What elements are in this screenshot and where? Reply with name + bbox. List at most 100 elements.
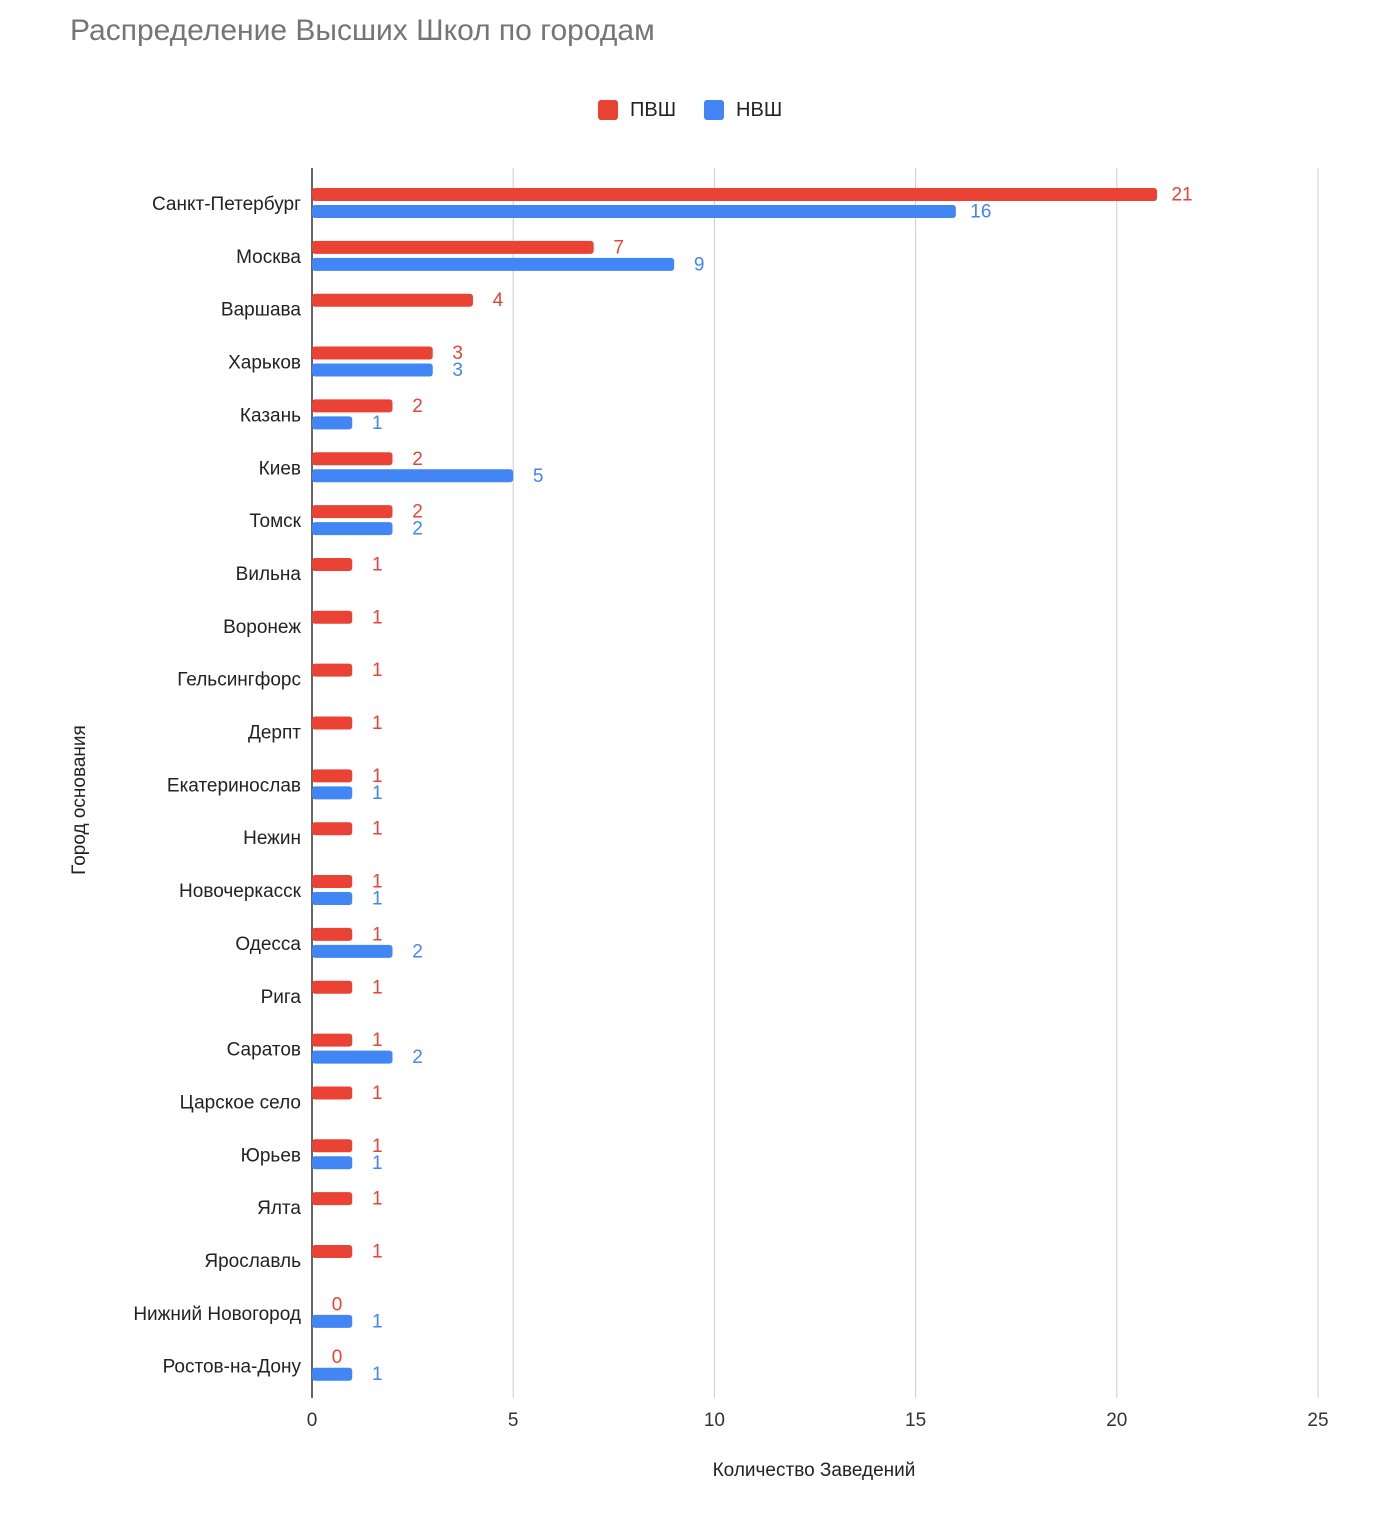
- y-tick-label: Новочеркасск: [179, 881, 302, 902]
- bar-pvsh: [312, 1192, 353, 1206]
- bar-pvsh: [312, 505, 393, 519]
- bar-nvsh: [312, 522, 393, 536]
- data-label-pvsh: 4: [493, 290, 504, 311]
- data-label-nvsh: 9: [694, 254, 705, 275]
- legend-swatch-pvsh: [598, 100, 618, 120]
- y-tick-label: Харьков: [228, 353, 301, 374]
- y-tick-label: Нежин: [243, 828, 301, 849]
- data-label-pvsh: 1: [372, 1083, 383, 1104]
- bar-pvsh: [312, 980, 353, 994]
- x-tick-label: 20: [1106, 1410, 1127, 1431]
- y-tick-label: Царское село: [180, 1092, 301, 1113]
- data-label-pvsh: 1: [372, 554, 383, 575]
- data-label-nvsh: 2: [412, 519, 423, 540]
- bar-pvsh: [312, 769, 353, 783]
- x-tick-label: 5: [508, 1410, 519, 1431]
- bar-pvsh: [312, 346, 433, 360]
- data-label-nvsh: 1: [372, 1153, 383, 1174]
- bar-pvsh: [312, 557, 353, 571]
- data-label-pvsh: 1: [372, 713, 383, 734]
- legend-item-nvsh[interactable]: НВШ: [704, 99, 782, 122]
- legend-label-nvsh: НВШ: [736, 98, 783, 121]
- y-tick-label: Вильна: [236, 564, 302, 585]
- bar-nvsh: [312, 892, 353, 906]
- y-tick-label: Ялта: [257, 1198, 301, 1219]
- data-label-pvsh: 2: [412, 502, 423, 523]
- bar-nvsh: [312, 205, 956, 218]
- data-label-pvsh: 0: [332, 1294, 343, 1315]
- bar-nvsh: [312, 1314, 353, 1328]
- y-tick-label: Саратов: [227, 1040, 301, 1061]
- y-tick-label: Санкт-Петербург: [152, 194, 301, 215]
- bar-pvsh: [312, 1245, 353, 1258]
- bar-pvsh: [312, 875, 353, 889]
- y-tick-label: Москва: [236, 247, 301, 268]
- y-axis-label: Город основания: [69, 725, 90, 875]
- y-tick-label: Нижний Новогород: [133, 1304, 301, 1325]
- bar-pvsh: [312, 927, 353, 941]
- data-label-pvsh: 2: [412, 396, 423, 417]
- data-label-nvsh: 1: [372, 413, 383, 434]
- y-tick-label: Ярославль: [204, 1251, 301, 1272]
- bar-pvsh: [312, 1139, 353, 1153]
- legend-label-pvsh: ПВШ: [630, 98, 677, 121]
- chart-title: Распределение Высших Школ по городам: [70, 14, 655, 47]
- data-label-nvsh: 2: [412, 1047, 423, 1068]
- y-tick-label: Воронеж: [223, 617, 301, 638]
- data-label-pvsh: 1: [372, 766, 383, 787]
- y-tick-label: Рига: [261, 987, 302, 1008]
- y-tick-label: Гельсингфорс: [177, 670, 301, 691]
- bar-nvsh: [312, 469, 514, 483]
- bar-pvsh: [312, 399, 393, 413]
- bar-nvsh: [312, 257, 675, 271]
- legend-swatch-nvsh: [704, 100, 725, 120]
- y-tick-label: Киев: [259, 458, 301, 479]
- y-tick-label: Юрьев: [241, 1145, 301, 1166]
- y-tick-label: Одесса: [235, 934, 301, 955]
- data-label-nvsh: 1: [372, 783, 383, 804]
- data-label-nvsh: 1: [372, 1364, 383, 1385]
- data-label-nvsh: 16: [970, 202, 991, 223]
- x-tick-label: 25: [1307, 1410, 1328, 1431]
- data-label-nvsh: 3: [452, 360, 463, 381]
- data-label-pvsh: 3: [452, 343, 463, 364]
- y-tick-label: Дерпт: [248, 723, 301, 744]
- data-label-nvsh: 1: [372, 1311, 383, 1332]
- data-label-pvsh: 1: [372, 1030, 383, 1051]
- data-label-pvsh: 1: [372, 1136, 383, 1157]
- bar-pvsh: [312, 610, 353, 624]
- y-tick-label: Томск: [249, 511, 301, 532]
- data-label-nvsh: 1: [372, 889, 383, 910]
- bar-nvsh: [312, 363, 433, 377]
- data-label-pvsh: 1: [372, 872, 383, 893]
- data-label-pvsh: 1: [372, 660, 383, 681]
- data-label-pvsh: 1: [372, 1242, 383, 1263]
- bar-pvsh: [312, 188, 1158, 201]
- bar-pvsh: [312, 822, 353, 836]
- bar-pvsh: [312, 240, 594, 254]
- bar-nvsh: [312, 1367, 353, 1381]
- legend-item-pvsh[interactable]: ПВШ: [598, 99, 676, 122]
- data-label-pvsh: 0: [332, 1347, 343, 1368]
- bar-pvsh: [312, 293, 473, 307]
- data-label-pvsh: 1: [372, 1189, 383, 1210]
- bar-nvsh: [312, 416, 353, 430]
- x-tick-label: 0: [307, 1410, 318, 1431]
- bar-nvsh: [312, 786, 353, 800]
- bar-pvsh: [312, 452, 393, 466]
- bar-nvsh: [312, 1050, 393, 1064]
- data-label-pvsh: 1: [372, 607, 383, 628]
- data-label-pvsh: 7: [613, 237, 624, 258]
- data-label-pvsh: 21: [1171, 185, 1192, 206]
- data-label-pvsh: 1: [372, 977, 383, 998]
- data-label-pvsh: 1: [372, 924, 383, 945]
- y-tick-label: Варшава: [221, 300, 301, 321]
- data-label-nvsh: 2: [412, 941, 423, 962]
- data-label-pvsh: 2: [412, 449, 423, 470]
- bar-nvsh: [312, 944, 393, 958]
- bar-pvsh: [312, 1033, 353, 1047]
- y-tick-label: Екатеринослав: [167, 775, 301, 796]
- bar-pvsh: [312, 663, 353, 677]
- x-tick-label: 15: [905, 1410, 926, 1431]
